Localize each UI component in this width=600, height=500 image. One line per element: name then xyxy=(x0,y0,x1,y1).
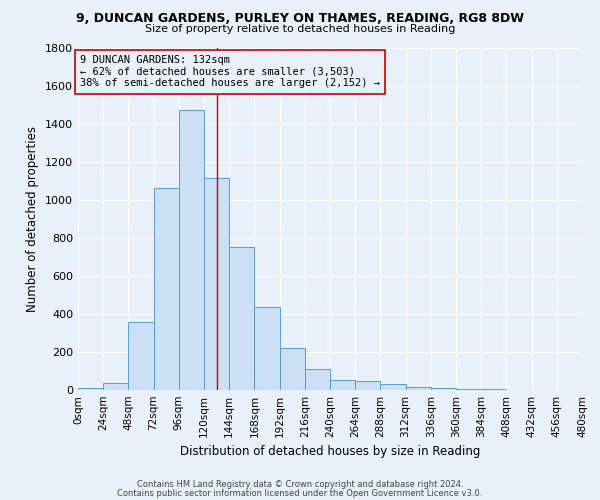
Bar xyxy=(456,389,481,390)
Bar xyxy=(280,348,305,390)
Bar xyxy=(380,384,406,390)
Bar xyxy=(406,387,431,390)
Bar xyxy=(78,388,103,390)
Bar xyxy=(305,369,330,390)
Bar xyxy=(330,380,355,390)
Text: 9 DUNCAN GARDENS: 132sqm
← 62% of detached houses are smaller (3,503)
38% of sem: 9 DUNCAN GARDENS: 132sqm ← 62% of detach… xyxy=(80,55,380,88)
Bar xyxy=(229,248,254,390)
Bar xyxy=(204,178,229,390)
Text: 9, DUNCAN GARDENS, PURLEY ON THAMES, READING, RG8 8DW: 9, DUNCAN GARDENS, PURLEY ON THAMES, REA… xyxy=(76,12,524,26)
X-axis label: Distribution of detached houses by size in Reading: Distribution of detached houses by size … xyxy=(180,446,480,458)
Text: Contains public sector information licensed under the Open Government Licence v3: Contains public sector information licen… xyxy=(118,488,482,498)
Bar xyxy=(179,110,204,390)
Y-axis label: Number of detached properties: Number of detached properties xyxy=(26,126,40,312)
Text: Size of property relative to detached houses in Reading: Size of property relative to detached ho… xyxy=(145,24,455,34)
Bar xyxy=(154,188,179,390)
Bar xyxy=(254,307,280,390)
Text: Contains HM Land Registry data © Crown copyright and database right 2024.: Contains HM Land Registry data © Crown c… xyxy=(137,480,463,489)
Bar xyxy=(128,322,154,390)
Bar xyxy=(103,384,128,390)
Bar xyxy=(355,382,380,390)
Bar xyxy=(431,388,456,390)
